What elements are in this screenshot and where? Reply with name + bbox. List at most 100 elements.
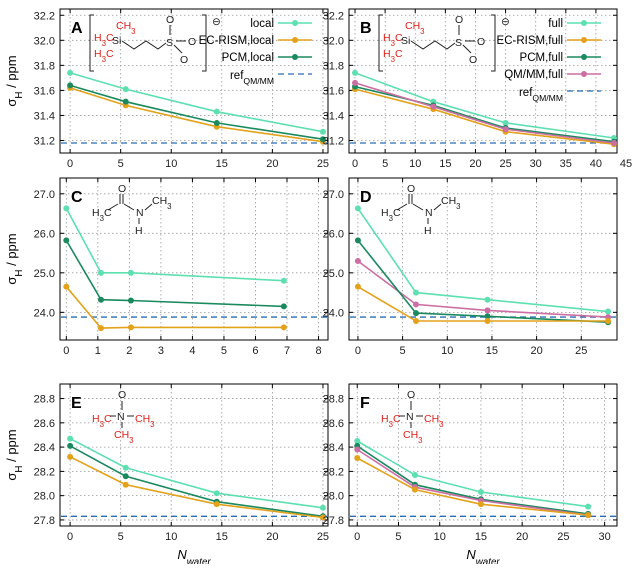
x-tick-label: 20 [266,531,278,543]
methyl-label-top-part: CH [405,20,420,32]
atom-o: O [118,183,126,195]
chart-panel-f: 0 5 10 15 20 25 30 27.8 28.0 28.2 28.4 28.6 28.8 F Nwa… [323,383,618,568]
data-point [67,435,74,442]
x-tick-label: 0 [354,531,360,543]
legend-label: EC-RISM,local [199,35,274,47]
legend-marker [581,71,587,77]
series-line [69,84,324,140]
y-tick-label: 31.4 [323,110,344,122]
methyl-label-bottom-part: 3 [102,55,107,64]
y-tick-label: 27.8 [34,515,55,527]
x-tick-label: 35 [560,158,572,170]
methyl-label-left: H3C [94,32,114,48]
methyl-label: CH3 [403,429,423,445]
legend-marker [581,20,587,26]
data-point [585,503,592,510]
data-point [97,325,104,332]
plot-frame [348,177,618,341]
nc-bond [433,203,442,211]
series-line [356,440,589,508]
data-point [127,269,134,276]
atom-n: N [425,207,433,219]
x-tick-label: 10 [165,158,177,170]
series-line [354,88,615,145]
y-tick-label: 28.8 [323,394,344,406]
y-tick-label: 31.4 [34,110,55,122]
methyl-label-bottom-part: H [94,48,102,60]
data-point [354,446,361,453]
x-tick-label: 0 [67,531,73,543]
legend-marker [292,54,298,60]
legend-label: QM/MM,full [504,69,563,81]
methyl-label-bottom: H3C [383,48,403,64]
plot-frame [348,383,618,527]
atom-o: O [188,36,196,48]
data-point [67,82,74,89]
plot-frame [59,8,329,154]
methyl-label: CH3 [114,429,134,445]
atom-o: O [407,183,415,195]
y-axis-label-part: / ppm [4,55,19,91]
methyl-label-part: C [104,413,112,425]
x-tick-label: 5 [395,531,401,543]
series-line [65,239,284,308]
x-tick-label: 0 [63,345,69,357]
y-tick-label: 32.2 [34,10,55,22]
legend-label: PCM,full [520,52,563,64]
data-point [67,442,74,449]
methyl-label: CH3 [441,195,461,211]
y-axis-label-part: σ [4,473,19,481]
y-tick-label: 28.6 [323,418,344,430]
charge-symbol: ⊖ [501,16,510,28]
x-axis-label-part: water [476,557,501,565]
data-point [354,257,361,264]
y-axis-label-part: H [14,92,25,99]
data-point [605,318,612,325]
data-point [477,501,484,508]
data-point [354,283,361,290]
x-tick-label: 45 [620,158,632,170]
methyl-label: H3C [381,413,401,429]
methyl-label-part: CH [424,413,439,425]
bracket-left [378,14,383,72]
atom-s: S [166,37,173,49]
atom-o: O [407,389,415,401]
x-tick-label: 15 [216,531,228,543]
methyl-label: CH3 [424,413,444,429]
x-tick-label: 40 [590,158,602,170]
x-axis-label: Nwater [177,547,211,564]
chain-bond [410,40,456,50]
methyl-label-part: CH [403,429,418,441]
methyl-label-left-part: C [395,32,403,44]
series-line [356,445,589,515]
y-tick-label: 24.0 [323,307,344,319]
methyl-label: H3C [381,207,401,223]
methyl-label-bottom-part: H [383,48,391,60]
y-axis-label-part: H [14,270,25,277]
data-point [605,308,612,315]
methyl-label-part: 3 [100,420,105,429]
data-point [122,98,129,105]
methyl-label-part: CH [152,195,167,207]
series-line [357,207,609,313]
methyl-label: CH3 [152,195,172,211]
methyl-label-left-part: H [94,32,102,44]
x-tick-label: 20 [516,531,528,543]
y-tick-label: 31.2 [34,135,55,147]
legend-label: local [250,18,274,30]
charge-symbol: ⊖ [212,16,221,28]
data-point [280,303,287,310]
x-tick-label: 0 [355,345,361,357]
y-tick-label: 27.0 [34,189,55,201]
x-tick-label: 30 [530,158,542,170]
data-point [97,296,104,303]
methyl-label-top: CH3 [405,20,425,36]
series-line [69,445,324,518]
data-point [127,324,134,331]
data-point [413,318,419,325]
